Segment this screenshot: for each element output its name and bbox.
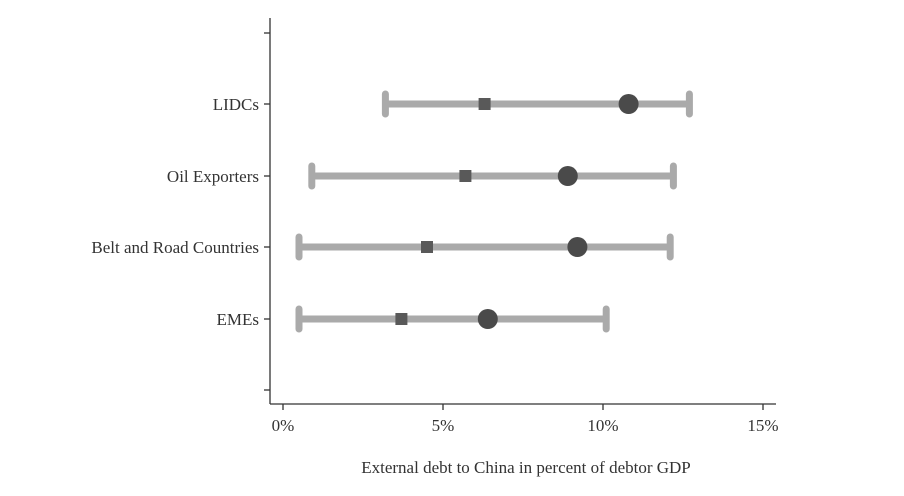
x-tick-label: 0% xyxy=(272,416,295,435)
square-marker xyxy=(421,241,433,253)
x-tick-label: 10% xyxy=(587,416,618,435)
circle-marker xyxy=(477,309,498,329)
square-marker xyxy=(459,170,472,182)
category-label: Oil Exporters xyxy=(167,167,259,186)
category-label: Belt and Road Countries xyxy=(91,238,259,257)
circle-marker xyxy=(618,94,639,114)
axes xyxy=(264,18,776,410)
square-marker xyxy=(395,313,408,325)
category-label: EMEs xyxy=(217,310,260,329)
chart-labels: 0% 5% 10% 15% LIDCs Oil Exporters Belt and Roa… xyxy=(91,95,778,435)
x-tick-label: 15% xyxy=(747,416,778,435)
x-axis-title: External debt to China in percent of deb… xyxy=(361,458,691,477)
circle-marker xyxy=(557,166,578,186)
category-label: LIDCs xyxy=(213,95,259,114)
circle-marker xyxy=(567,237,588,257)
x-tick-label: 5% xyxy=(432,416,455,435)
square-marker xyxy=(478,98,491,110)
chart-marks xyxy=(295,90,693,333)
